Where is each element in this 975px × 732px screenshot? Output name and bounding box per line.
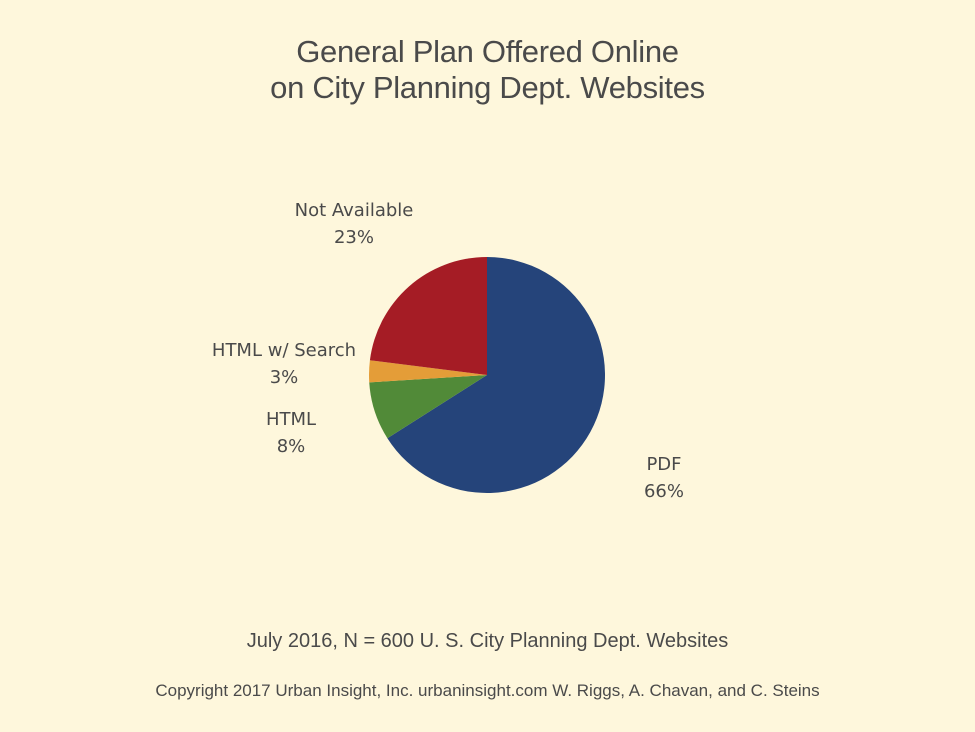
- chart-title: General Plan Offered Online on City Plan…: [0, 34, 975, 106]
- pie-slice-not-available: [369, 257, 487, 375]
- chart-title-line-2: on City Planning Dept. Websites: [270, 70, 705, 105]
- slice-name-html-w-search: HTML w/ Search: [212, 340, 356, 361]
- chart-subtitle: July 2016, N = 600 U. S. City Planning D…: [246, 630, 729, 652]
- slice-value-html: 8%: [277, 436, 306, 457]
- slice-name-html: HTML: [266, 409, 316, 430]
- slice-value-not-available: 23%: [334, 227, 374, 248]
- pie-labels: PDF 66% HTML 8% HTML w/ Search 3% Not Availabl…: [212, 200, 684, 502]
- chart-title-line-1: General Plan Offered Online: [296, 34, 679, 69]
- pie-slice-html-w-search: [369, 360, 487, 383]
- pie-slices: [369, 257, 605, 493]
- slice-value-pdf: 66%: [644, 481, 684, 502]
- copyright-note: Copyright 2017 Urban Insight, Inc. urban…: [155, 681, 820, 700]
- pie-slice-html: [369, 375, 487, 439]
- pie-slice-pdf: [387, 257, 605, 493]
- slice-name-not-available: Not Available: [295, 200, 414, 221]
- slice-value-html-w-search: 3%: [270, 367, 299, 388]
- slice-name-pdf: PDF: [646, 454, 681, 475]
